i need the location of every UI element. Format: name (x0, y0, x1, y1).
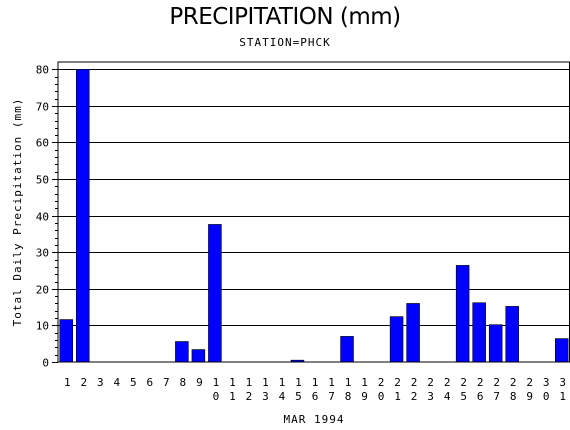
bar-day-8 (175, 341, 189, 363)
x-tick-label: 5 (130, 376, 137, 389)
bars (59, 69, 569, 363)
y-axis: 0 10 20 30 40 50 60 70 80 (36, 64, 58, 370)
y-tick-label: 40 (36, 211, 49, 224)
x-tick-label: 7 (163, 376, 170, 389)
chart-subtitle: STATION=PHCK (239, 36, 331, 49)
bar-day-25 (455, 265, 470, 363)
bar-day-18 (340, 336, 354, 363)
bar-day-10 (208, 224, 222, 363)
y-tick-label: 80 (36, 64, 49, 77)
chart-title: PRECIPITATION (mm) (169, 4, 401, 30)
bar-day-9 (191, 349, 206, 363)
y-tick-label: 0 (42, 357, 49, 370)
x-tick-label: 9 (196, 376, 203, 389)
y-tick-label: 10 (36, 320, 49, 333)
x-tick-label: 8 (180, 376, 187, 389)
bar-day-28 (505, 306, 519, 363)
bar-day-27 (488, 324, 503, 363)
y-tick-label: 50 (36, 174, 49, 187)
x-tick-label: 2 (80, 376, 87, 389)
y-tick-label: 20 (36, 284, 49, 297)
x-tick-label: 6 (147, 376, 154, 389)
bar-day-2 (76, 69, 90, 363)
bar-day-22 (406, 303, 420, 363)
bar-day-31 (554, 338, 569, 363)
gridlines (58, 69, 570, 326)
y-tick-label: 60 (36, 137, 49, 150)
x-axis-label: MAR 1994 (284, 413, 345, 426)
y-tick-label: 70 (36, 101, 49, 114)
x-axis: 1 2 3 4 5 6 7 8 9 1 01 11 21 31 41 51 61 71 81 92 02 12 22 32 42… (64, 376, 566, 403)
bar-day-1 (59, 319, 73, 363)
y-axis-label: Total Daily Precipitation (mm) (11, 98, 24, 327)
x-tick-label: 1 (64, 376, 71, 389)
bar-day-21 (389, 316, 404, 363)
bar-day-26 (472, 302, 486, 363)
x-tick-label: 3 (97, 376, 104, 389)
x-tick-label: 4 (113, 376, 120, 389)
y-tick-label: 30 (36, 247, 49, 260)
